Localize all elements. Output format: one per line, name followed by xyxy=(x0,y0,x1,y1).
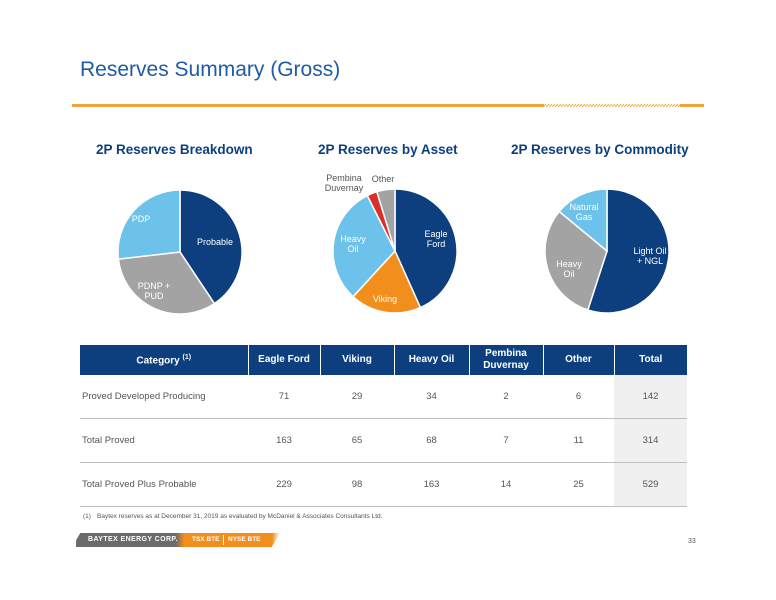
column-header: Eagle Ford xyxy=(248,345,321,375)
pie-slice xyxy=(558,188,608,253)
pie-slice-label: Heavy Oil xyxy=(556,259,582,279)
table-cell: 98 xyxy=(320,462,394,507)
footer-ticker-nyse: NYSE BTE xyxy=(228,536,261,543)
footnote-number: (1) xyxy=(83,513,91,520)
footer-company-name: BAYTEX ENERGY CORP. xyxy=(88,536,178,543)
pie-slice xyxy=(375,188,396,252)
pie-slice-label: Viking xyxy=(373,294,397,304)
pie-charts: Probable PDNP + PUD PDP Eagle Ford Viking Heavy… xyxy=(117,173,670,315)
table-cell: 29 xyxy=(320,375,394,419)
table-cell: 7 xyxy=(469,418,543,463)
pie-slice xyxy=(117,251,216,315)
table-cell: 71 xyxy=(248,375,320,419)
pie-slice xyxy=(544,210,608,311)
pie-slice-label: PDP xyxy=(132,214,151,224)
pie-title-breakdown: 2P Reserves Breakdown xyxy=(96,142,253,157)
table-cell: 65 xyxy=(320,418,394,463)
pie-slice-label: Pembina Duvernay xyxy=(325,173,364,193)
page-title: Reserves Summary (Gross) xyxy=(80,58,341,81)
table-cell: 68 xyxy=(394,418,469,463)
table-cell: 14 xyxy=(469,462,543,507)
pie-slice-label: Eagle Ford xyxy=(424,229,447,249)
total-cell: 314 xyxy=(614,418,687,463)
footnote-marker: (1) xyxy=(182,354,192,362)
pie-slice-label: Light Oil + NGL xyxy=(633,246,666,266)
footer-separator xyxy=(223,535,224,545)
pie-slice-label: Natural Gas xyxy=(569,202,598,222)
table-cell: 34 xyxy=(394,375,469,419)
table-cell: 25 xyxy=(543,462,614,507)
row-category: Proved Developed Producing xyxy=(80,375,248,419)
footnote-text: Baytex reserves as at December 31, 2019 … xyxy=(97,513,383,520)
column-header-category: Category (1) xyxy=(80,345,249,375)
table-cell: 11 xyxy=(543,418,614,463)
table-cell: 163 xyxy=(394,462,469,507)
pie-slice xyxy=(586,188,670,314)
pie-title-asset: 2P Reserves by Asset xyxy=(318,142,458,157)
footer-bar xyxy=(72,533,280,547)
reserves-table: Category (1) Eagle Ford Viking Heavy Oil… xyxy=(80,345,687,507)
table-row: Total Proved Plus Probable 229 98 163 14… xyxy=(80,462,687,507)
pie-slice-label: Other xyxy=(372,174,395,184)
table-cell: 163 xyxy=(248,418,320,463)
column-header: Viking xyxy=(320,345,395,375)
column-header: Total xyxy=(614,345,687,375)
pie-title-commodity: 2P Reserves by Commodity xyxy=(511,142,689,157)
page-number: 33 xyxy=(688,538,696,545)
pie-slice-label: PDNP + PUD xyxy=(138,281,171,301)
footer-ticker-tsx: TSX BTE xyxy=(192,536,220,543)
pie-slice xyxy=(117,189,181,260)
total-cell: 142 xyxy=(614,375,687,419)
pie-slice xyxy=(394,188,458,309)
table-cell: 229 xyxy=(248,462,320,507)
column-header: Other xyxy=(543,345,615,375)
column-header: Pembina Duvernay xyxy=(469,345,544,375)
table-cell: 6 xyxy=(543,375,614,419)
row-category: Total Proved xyxy=(80,418,248,463)
footnote: (1) Baytex reserves as at December 31, 20… xyxy=(83,513,382,520)
table-cell: 2 xyxy=(469,375,543,419)
table-header-row: Category (1) Eagle Ford Viking Heavy Oil… xyxy=(80,345,687,375)
table-row: Total Proved 163 65 68 7 11 314 xyxy=(80,418,687,463)
row-category: Total Proved Plus Probable xyxy=(80,462,248,507)
total-cell: 529 xyxy=(614,462,687,507)
pie-slice-label: Heavy Oil xyxy=(340,234,366,254)
table-row: Proved Developed Producing 71 29 34 2 6 … xyxy=(80,375,687,419)
column-header: Heavy Oil xyxy=(394,345,470,375)
title-divider xyxy=(72,104,704,107)
pie-slice-label: Probable xyxy=(197,237,233,247)
pie-slice xyxy=(352,249,422,314)
